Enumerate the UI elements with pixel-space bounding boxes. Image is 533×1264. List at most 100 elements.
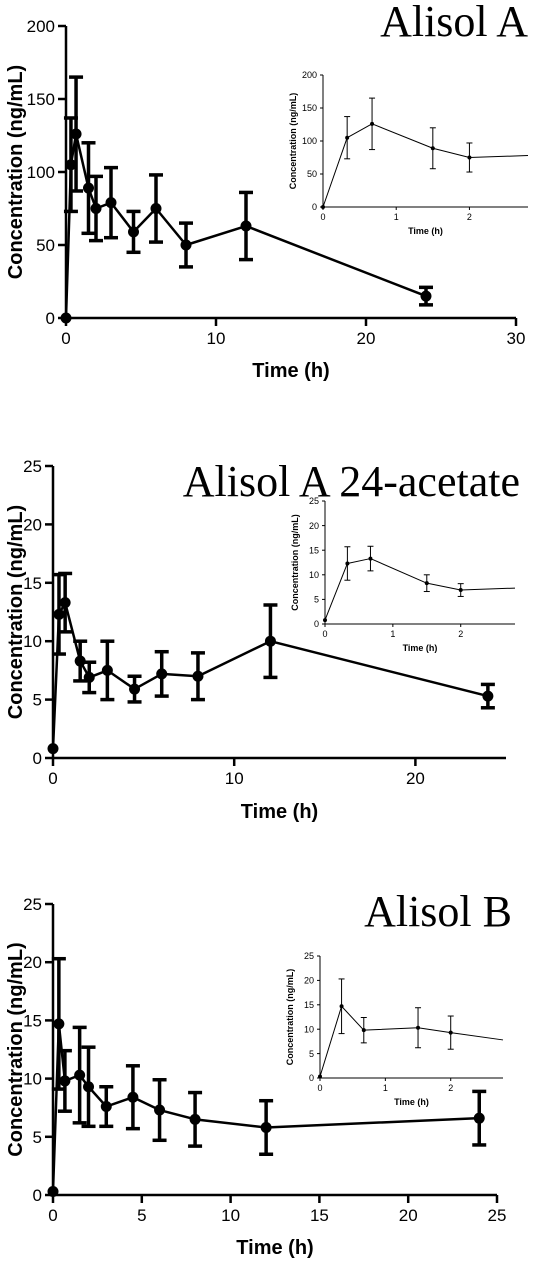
data-point	[339, 1004, 344, 1009]
data-point	[47, 1186, 59, 1198]
y-tick-label: 0	[314, 619, 319, 629]
data-point	[458, 588, 463, 593]
data-point	[70, 128, 82, 140]
x-axis-title: Time (h)	[394, 1097, 429, 1107]
y-tick-label: 0	[46, 309, 55, 328]
inset-plot: 0 50 100 150 200 0 1 2 Time (h) Concentration (ng…	[288, 70, 529, 236]
y-tick-label: 150	[27, 90, 55, 109]
y-tick-label: 0	[312, 202, 317, 212]
y-axis-title: Concentration (ng/mL)	[285, 969, 295, 1066]
data-point	[473, 1112, 485, 1124]
y-tick-label: 15	[23, 574, 42, 593]
x-tick-label: 15	[310, 1206, 329, 1225]
x-tick-label: 10	[225, 769, 244, 788]
data-point	[156, 668, 168, 680]
y-tick-label: 20	[309, 521, 319, 531]
data-point	[65, 159, 77, 171]
y-tick-label: 50	[307, 169, 317, 179]
y-tick-label: 15	[309, 545, 319, 555]
data-point	[321, 205, 325, 209]
data-point	[154, 1104, 166, 1116]
chart-title: Alisol B	[364, 887, 512, 936]
data-point	[345, 135, 350, 140]
data-point	[150, 203, 162, 214]
data-point	[100, 1101, 112, 1113]
data-point	[448, 1030, 453, 1035]
y-tick-label: 10	[23, 632, 42, 651]
data-point	[127, 1091, 139, 1103]
data-point	[240, 220, 252, 232]
x-tick-label: 20	[357, 329, 376, 348]
data-point	[189, 1113, 201, 1125]
x-tick-label: 0	[48, 769, 57, 788]
data-point	[90, 203, 102, 214]
y-tick-label: 150	[302, 103, 317, 113]
y-tick-label: 50	[36, 236, 55, 255]
data-point	[318, 1074, 322, 1079]
data-point	[101, 664, 113, 676]
x-tick-label: 1	[383, 1083, 388, 1093]
x-tick-label: 2	[467, 212, 472, 222]
x-tick-label: 20	[406, 769, 425, 788]
data-point	[361, 1028, 366, 1033]
data-point	[467, 155, 472, 160]
y-tick-label: 0	[33, 749, 42, 768]
data-point	[74, 1069, 86, 1081]
data-point	[105, 197, 117, 209]
y-tick-label: 20	[23, 515, 42, 534]
y-axis-title: Concentration (ng/mL)	[5, 65, 27, 279]
y-tick-label: 25	[23, 457, 42, 476]
data-point	[180, 239, 192, 251]
x-tick-label: 30	[507, 329, 526, 348]
y-tick-label: 0	[33, 1186, 42, 1205]
data-point	[192, 670, 204, 682]
y-tick-label: 5	[314, 595, 319, 605]
x-tick-label: 0	[322, 629, 327, 639]
y-tick-label: 100	[27, 163, 55, 182]
y-tick-label: 20	[304, 976, 314, 986]
x-tick-label: 10	[221, 1206, 240, 1225]
y-tick-label: 10	[304, 1024, 314, 1034]
series-line	[319, 1005, 504, 1077]
data-point	[345, 561, 350, 566]
y-axis-title: Concentration (ng/mL)	[288, 93, 298, 190]
y-axis-title: Concentration (ng/mL)	[290, 514, 300, 611]
x-axis-title: Time (h)	[252, 360, 329, 382]
x-tick-label: 20	[399, 1206, 418, 1225]
x-tick-label: 25	[488, 1206, 507, 1225]
data-point	[260, 1121, 272, 1133]
x-axis-title: Time (h)	[403, 643, 438, 653]
y-tick-label: 200	[27, 17, 55, 36]
data-point	[53, 608, 65, 620]
y-tick-label: 5	[33, 1128, 42, 1147]
x-axis-title: Time (h)	[241, 801, 318, 823]
data-point	[264, 635, 276, 647]
x-tick-label: 0	[317, 1083, 322, 1093]
inset-plot: 0 5 10 15 20 25 0 1 2 Time (h) Concentration (ng/m…	[290, 496, 516, 653]
data-point	[370, 121, 375, 126]
y-tick-label: 10	[23, 1070, 42, 1089]
chart-title: Alisol A	[380, 0, 528, 46]
x-tick-label: 10	[207, 329, 226, 348]
x-axis-title: Time (h)	[408, 226, 443, 236]
data-point	[60, 312, 72, 324]
data-point	[323, 618, 327, 623]
data-point	[368, 556, 373, 561]
data-point	[430, 146, 435, 151]
y-axis-title: Concentration (ng/mL)	[5, 942, 27, 1156]
data-point	[482, 690, 494, 702]
data-point	[59, 597, 71, 609]
data-point	[83, 671, 95, 683]
data-point	[47, 743, 59, 755]
x-tick-label: 0	[61, 329, 70, 348]
series-line	[324, 558, 516, 621]
x-tick-label: 2	[458, 629, 463, 639]
data-point	[129, 683, 141, 695]
